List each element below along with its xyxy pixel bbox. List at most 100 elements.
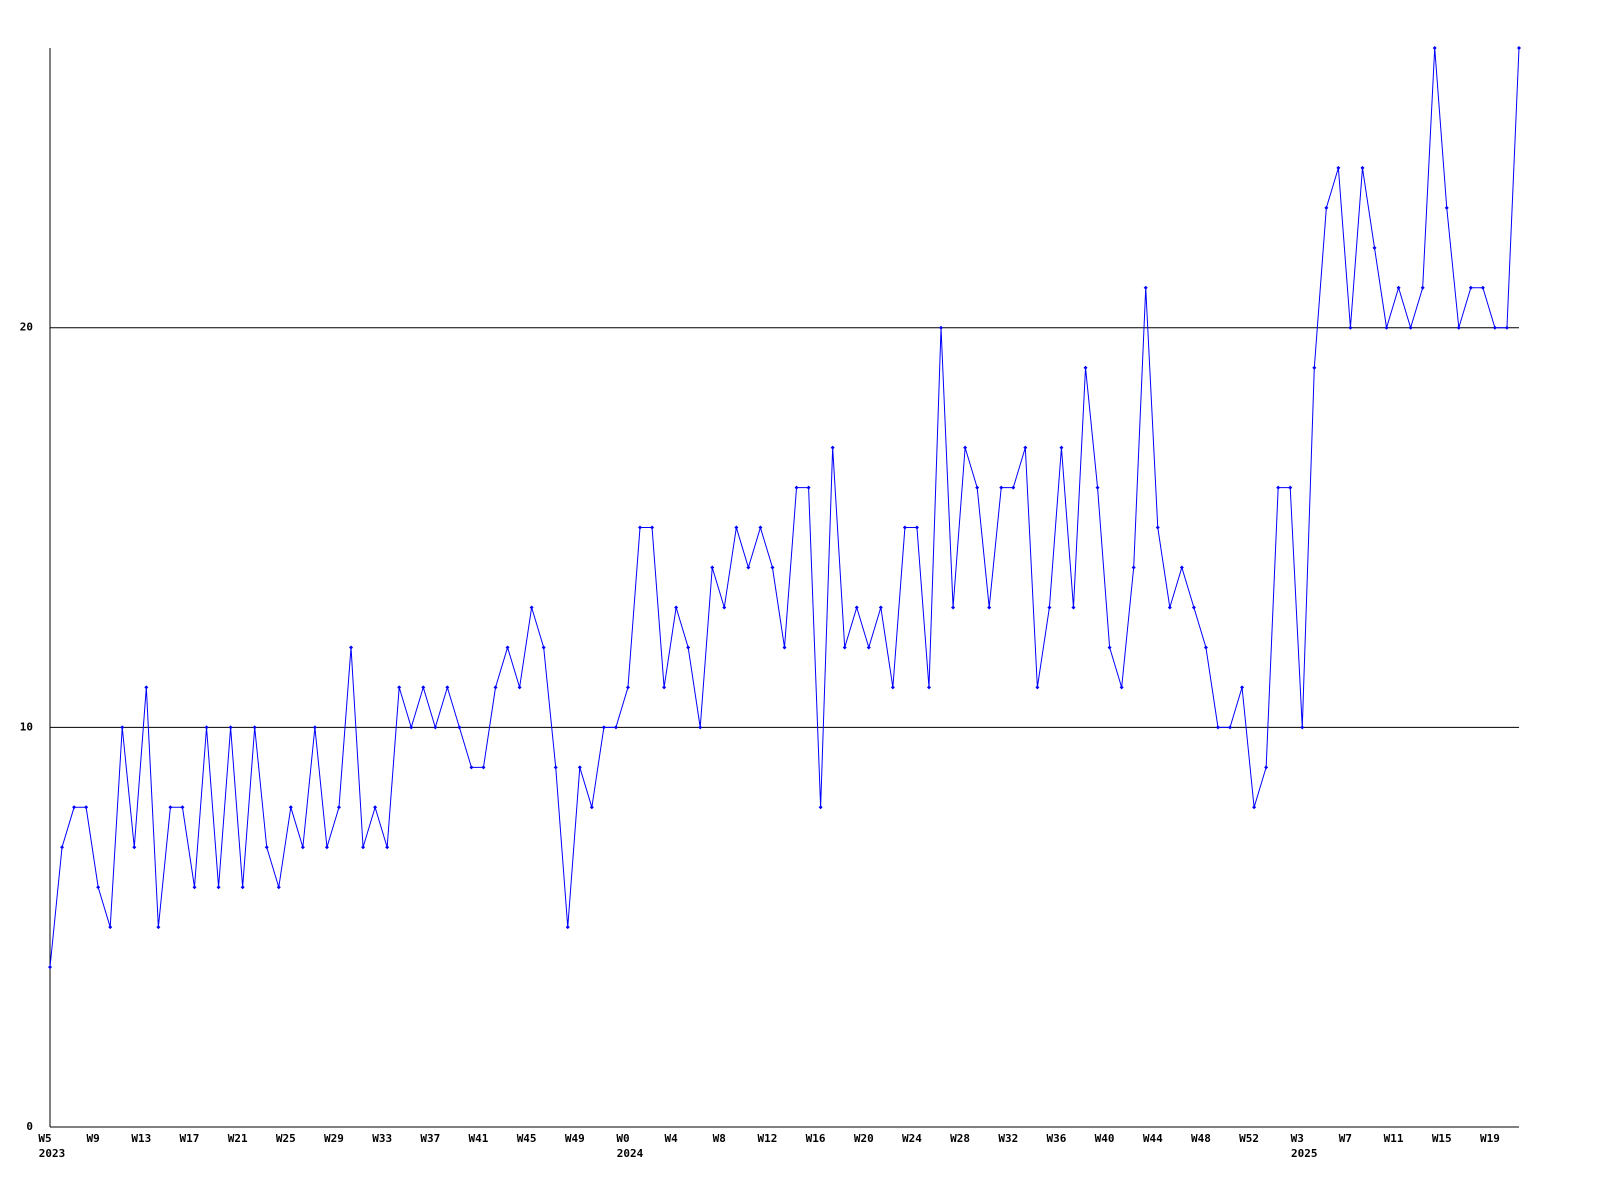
point: [1143, 285, 1148, 290]
x-tick-label: W25: [276, 1132, 296, 1145]
point: [445, 685, 450, 690]
point: [1288, 485, 1293, 490]
point: [987, 605, 992, 610]
x-tick-label: W7: [1339, 1132, 1352, 1145]
point: [1095, 485, 1100, 490]
point: [1492, 325, 1497, 330]
point: [469, 765, 474, 770]
point: [156, 925, 161, 930]
x-tick-label: W44: [1143, 1132, 1163, 1145]
point: [638, 525, 643, 530]
point: [48, 965, 52, 970]
x-tick-label: W3: [1291, 1132, 1304, 1145]
point: [1167, 605, 1172, 610]
point: [710, 565, 715, 570]
point: [1408, 325, 1413, 330]
point: [1107, 645, 1112, 650]
point: [975, 485, 980, 490]
point: [951, 605, 956, 610]
y-tick-label: 20: [20, 321, 33, 334]
x-tick-label: W24: [902, 1132, 922, 1145]
point: [553, 765, 558, 770]
point: [1215, 725, 1220, 730]
x-tick-label: W36: [1047, 1132, 1067, 1145]
point: [1517, 46, 1521, 50]
point: [1011, 485, 1016, 490]
point: [505, 645, 510, 650]
point: [818, 805, 823, 810]
point: [493, 685, 498, 690]
point: [1131, 565, 1136, 570]
point: [541, 645, 546, 650]
point: [1468, 285, 1473, 290]
x-tick-label: W4: [665, 1132, 679, 1145]
x-tick-label: W9: [87, 1132, 100, 1145]
point: [397, 685, 402, 690]
x-tick-label: W15: [1432, 1132, 1452, 1145]
point: [324, 845, 329, 850]
point: [1203, 645, 1208, 650]
point: [1420, 285, 1425, 290]
point: [180, 805, 185, 810]
point: [758, 525, 763, 530]
x-tick-label: W40: [1095, 1132, 1115, 1145]
point: [1312, 365, 1317, 370]
point: [662, 685, 667, 690]
point: [1348, 325, 1353, 330]
point: [1035, 685, 1040, 690]
point: [794, 485, 799, 490]
point: [1083, 365, 1088, 370]
point: [926, 685, 931, 690]
point: [1504, 325, 1509, 330]
x-tick-label: W21: [228, 1132, 248, 1145]
point: [999, 485, 1004, 490]
point: [288, 805, 293, 810]
point: [517, 685, 522, 690]
point: [60, 845, 65, 850]
x-tick-label: W49: [565, 1132, 585, 1145]
point: [1240, 685, 1245, 690]
point: [650, 525, 655, 530]
point: [168, 805, 173, 810]
line: [49, 47, 1520, 968]
x-tick-label: W41: [469, 1132, 489, 1145]
x-tick-label: W16: [806, 1132, 826, 1145]
point: [722, 605, 727, 610]
point: [276, 885, 281, 890]
point: [854, 605, 859, 610]
point: [1023, 445, 1028, 450]
point: [1276, 485, 1281, 490]
point: [565, 925, 570, 930]
point: [96, 885, 101, 890]
point: [963, 445, 968, 450]
point: [336, 805, 341, 810]
point: [204, 725, 209, 730]
y-tick-label: 10: [20, 720, 33, 733]
x-tick-label: W12: [758, 1132, 778, 1145]
point: [674, 605, 679, 610]
point: [806, 485, 811, 490]
x-tick-label: W0: [616, 1132, 629, 1145]
point: [1396, 285, 1401, 290]
x-tick-label: W17: [180, 1132, 200, 1145]
point: [349, 645, 354, 650]
point: [734, 525, 739, 530]
point: [132, 845, 137, 850]
point: [890, 685, 895, 690]
x-tick-label: W20: [854, 1132, 874, 1145]
point: [144, 685, 149, 690]
x-year-label: 2023: [39, 1147, 66, 1160]
point: [878, 605, 883, 610]
point: [1300, 725, 1305, 730]
x-tick-label: W5: [38, 1132, 51, 1145]
point: [1360, 165, 1365, 170]
point: [577, 765, 582, 770]
point: [300, 845, 305, 850]
point: [1384, 325, 1389, 330]
x-tick-label: W11: [1384, 1132, 1404, 1145]
point: [228, 725, 233, 730]
point: [72, 805, 77, 810]
x-year-label: 2025: [1291, 1147, 1318, 1160]
point: [481, 765, 486, 770]
